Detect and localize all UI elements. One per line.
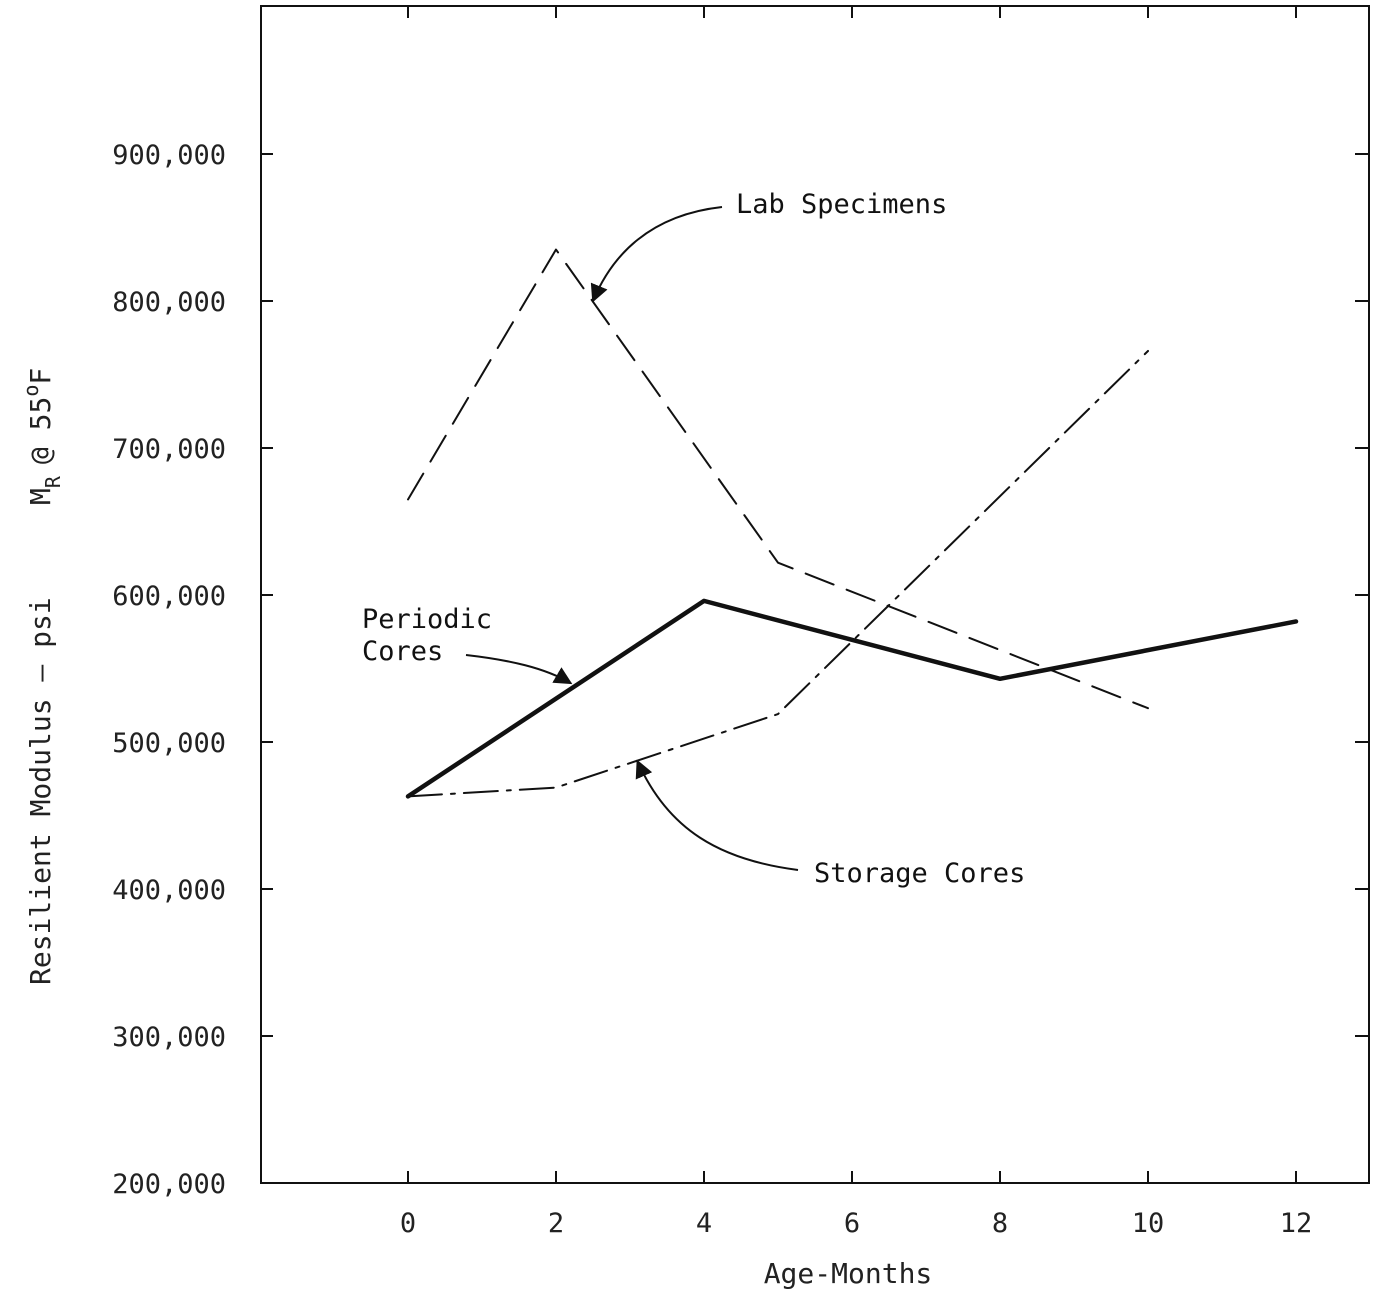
y-axis-unit: F <box>24 368 57 385</box>
y-axis-title-main: Resilient Modulus — psi <box>24 597 57 985</box>
svg-text:Resilient Modulus — psi: Resilient Modulus — psi <box>24 597 57 985</box>
y-axis-temp: @ 55 <box>24 397 57 464</box>
y-tick-label: 200,000 <box>112 1169 226 1200</box>
annotation-arrow <box>465 654 573 685</box>
x-tick-label: 10 <box>1132 1208 1165 1239</box>
y-axis-degree: o <box>19 385 43 397</box>
plot-frame <box>260 5 1370 1184</box>
y-tick-label: 300,000 <box>112 1022 226 1053</box>
y-tick-label: 400,000 <box>112 875 226 906</box>
y-axis-subscript: R <box>41 475 65 488</box>
x-tick-label: 8 <box>992 1208 1008 1239</box>
series-line-lab-specimens <box>407 248 1149 710</box>
annotation-label: Lab Specimens <box>736 189 947 220</box>
y-tick-label: 900,000 <box>112 140 226 171</box>
series-line-storage-cores <box>407 349 1149 798</box>
y-tick-label: 500,000 <box>112 728 226 759</box>
y-tick-label: 700,000 <box>112 434 226 465</box>
annotations-layer: Lab Specimens Periodic Cores Storage Cores <box>362 189 1025 889</box>
y-axis-symbol: M <box>24 488 57 505</box>
y-axis-title: Resilient Modulus — psi MR @ 55oF <box>19 368 65 985</box>
x-tick-label: 0 <box>400 1208 416 1239</box>
y-tick-label: 600,000 <box>112 581 226 612</box>
x-axis-title: Age-Months <box>764 1257 933 1290</box>
annotation-label: Periodic Cores <box>362 604 492 667</box>
annotation-arrow <box>590 206 723 303</box>
x-tick-label: 4 <box>696 1208 712 1239</box>
series-line-periodic-cores <box>405 598 1299 799</box>
y-tick-label: 800,000 <box>112 287 226 318</box>
x-tick-label: 12 <box>1280 1208 1313 1239</box>
series-layer <box>405 248 1299 799</box>
axis-ticks <box>261 6 1369 1184</box>
x-tick-label: 2 <box>548 1208 564 1239</box>
annotation-arrow <box>635 759 799 871</box>
x-tick-label: 6 <box>844 1208 860 1239</box>
tick-labels: 0 2 4 6 8 10 12 200,000 300,000 400,000 500,000 600… <box>112 140 1312 1239</box>
annotation-label: Storage Cores <box>814 858 1025 889</box>
svg-text:MR@ 55oF: MR @ 55oF <box>19 368 65 505</box>
